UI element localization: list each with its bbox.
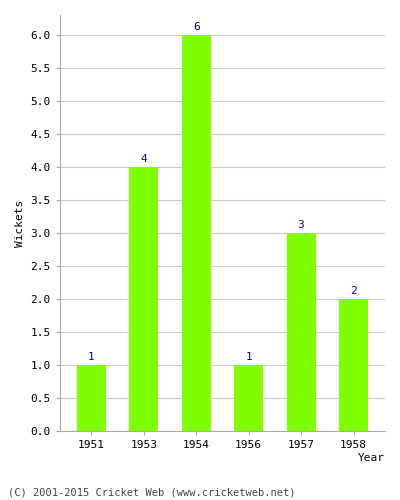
Bar [182, 35, 211, 431]
Text: 1: 1 [245, 352, 252, 362]
Text: 4: 4 [140, 154, 147, 164]
Bar [287, 233, 316, 431]
Text: 6: 6 [193, 22, 200, 32]
Y-axis label: Wickets: Wickets [15, 200, 25, 246]
Text: 1: 1 [88, 352, 95, 362]
Text: 2: 2 [350, 286, 357, 296]
Text: (C) 2001-2015 Cricket Web (www.cricketweb.net): (C) 2001-2015 Cricket Web (www.cricketwe… [8, 488, 296, 498]
Bar [129, 167, 158, 431]
Bar [234, 365, 263, 431]
Text: Year: Year [358, 454, 385, 464]
Bar [77, 365, 106, 431]
Bar [339, 299, 368, 431]
Text: 3: 3 [298, 220, 304, 230]
